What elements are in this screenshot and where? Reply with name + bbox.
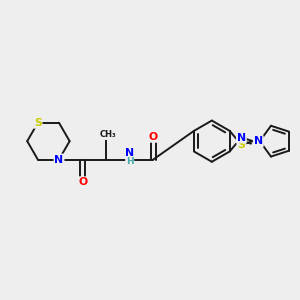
Text: N: N [254,136,263,146]
Text: CH₃: CH₃ [99,130,116,139]
Text: N: N [55,154,64,164]
Text: O: O [78,177,87,187]
Text: N: N [237,133,246,142]
Text: O: O [149,132,158,142]
Text: S: S [34,118,42,128]
Text: H: H [126,158,134,166]
Text: N: N [125,148,134,158]
Text: S: S [238,140,245,150]
